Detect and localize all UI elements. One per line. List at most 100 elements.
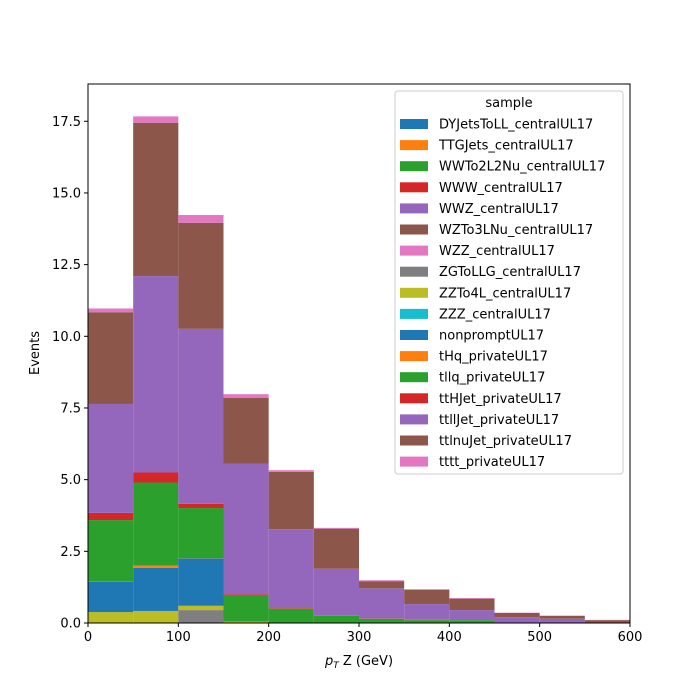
legend-title: sample: [485, 96, 532, 111]
x-tick-label: 0: [84, 630, 92, 645]
bar-segment: [449, 598, 495, 599]
bar-segment: [133, 276, 179, 473]
bar-segment: [133, 472, 179, 483]
legend-swatch: [400, 161, 428, 172]
y-axis-label: Events: [28, 331, 43, 375]
legend-label: ZGToLLG_centralUL17: [439, 265, 581, 280]
bar-segment: [178, 222, 224, 329]
y-tick-label: 2.5: [60, 545, 81, 560]
bar-segment: [449, 610, 495, 621]
bar-segment: [268, 608, 314, 609]
legend-label: TTGJets_centralUL17: [438, 139, 574, 154]
bar-segment: [268, 470, 314, 472]
bar-segment: [223, 394, 269, 398]
y-tick-label: 0.0: [60, 617, 81, 632]
bar-segment: [133, 610, 179, 623]
legend-label: WWTo2L2Nu_centralUL17: [439, 160, 605, 175]
legend-label: WZTo3LNu_centralUL17: [439, 223, 593, 238]
bar-segment: [133, 116, 179, 123]
legend-swatch: [400, 330, 428, 340]
histogram-bars: [88, 116, 630, 623]
legend-label: ttlnuJet_privateUL17: [439, 434, 572, 449]
legend-swatch: [400, 308, 428, 319]
legend-label: ttHJet_privateUL17: [439, 392, 562, 407]
legend-label: tttt_privateUL17: [439, 455, 545, 470]
x-tick-label: 400: [437, 630, 462, 645]
bar-segment: [313, 615, 359, 616]
legend-label: ZZZ_centralUL17: [439, 307, 551, 322]
legend-label: tllq_privateUL17: [439, 371, 545, 386]
bar-segment: [133, 122, 179, 277]
legend-swatch: [400, 224, 428, 235]
bar-segment: [404, 589, 450, 590]
bar-segment: [313, 568, 359, 616]
legend-swatch: [400, 245, 428, 256]
bar-segment: [88, 520, 134, 582]
x-tick-label: 100: [166, 630, 191, 645]
bar-segment: [359, 581, 405, 589]
legend-label: ttllJet_privateUL17: [439, 413, 559, 428]
bar-segment: [539, 618, 585, 623]
y-tick-label: 5.0: [60, 473, 81, 488]
bar-segment: [88, 308, 134, 313]
x-axis-ticks: 0 100 200 300 400 500 600: [84, 623, 642, 645]
bar-segment: [88, 582, 134, 613]
bar-segment: [133, 482, 179, 566]
y-tick-label: 10.0: [52, 330, 81, 345]
x-tick-label: 500: [527, 630, 552, 645]
bar-segment: [268, 529, 314, 609]
bar-segment: [223, 594, 269, 596]
bar-segment: [223, 397, 269, 464]
legend-swatch: [400, 203, 428, 214]
legend-label: ZZTo4L_centralUL17: [439, 286, 571, 301]
bar-segment: [539, 615, 585, 619]
y-tick-label: 15.0: [52, 186, 81, 201]
bar-segment: [88, 403, 134, 513]
bar-segment: [313, 527, 359, 529]
bar-segment: [404, 620, 450, 623]
bar-segment: [584, 620, 630, 623]
bar-segment: [223, 463, 269, 595]
legend-swatch: [400, 456, 428, 467]
legend-swatch: [400, 372, 428, 383]
y-tick-label: 17.5: [52, 115, 81, 130]
legend-label: DYJetsToLL_centralUL17: [439, 118, 593, 133]
y-axis-ticks: 0.0 2.5 5.0 7.5 10.0 12.5 15.0 17.5: [52, 115, 88, 632]
legend-swatch: [400, 119, 428, 129]
y-tick-label: 7.5: [60, 401, 81, 416]
bar-segment: [404, 604, 450, 620]
legend: sample DYJetsToLL_centralUL17 TTGJets_cen…: [394, 90, 624, 475]
legend-swatch: [400, 182, 428, 193]
bar-segment: [313, 528, 359, 569]
bar-segment: [404, 589, 450, 605]
legend-swatch: [400, 266, 428, 277]
bar-segment: [88, 312, 134, 404]
bar-segment: [178, 605, 224, 611]
legend-swatch: [400, 435, 428, 446]
legend-label: tHq_privateUL17: [439, 350, 548, 365]
bar-segment: [359, 588, 405, 619]
legend-label: nonpromptUL17: [439, 329, 544, 344]
legend-swatch: [400, 414, 428, 425]
legend-box: [394, 90, 624, 475]
bar-segment: [359, 618, 405, 623]
bar-segment: [449, 620, 495, 623]
bar-segment: [268, 608, 314, 623]
bar-segment: [223, 595, 269, 622]
bar-segment: [268, 471, 314, 530]
legend-swatch: [400, 351, 428, 362]
x-axis-label: pT Z (GeV): [324, 654, 393, 671]
bar-segment: [449, 598, 495, 611]
bar-segment: [133, 567, 179, 611]
legend-entries: DYJetsToLL_centralUL17 TTGJets_centralUL1…: [400, 118, 605, 470]
bar-segment: [359, 580, 405, 582]
bar-segment: [313, 615, 359, 623]
legend-label: WWZ_centralUL17: [439, 202, 559, 217]
bar-segment: [88, 612, 134, 623]
x-tick-label: 300: [347, 630, 372, 645]
legend-swatch: [400, 287, 428, 298]
legend-label: WWW_centralUL17: [439, 181, 563, 196]
legend-swatch: [400, 140, 428, 151]
bar-segment: [88, 512, 134, 521]
